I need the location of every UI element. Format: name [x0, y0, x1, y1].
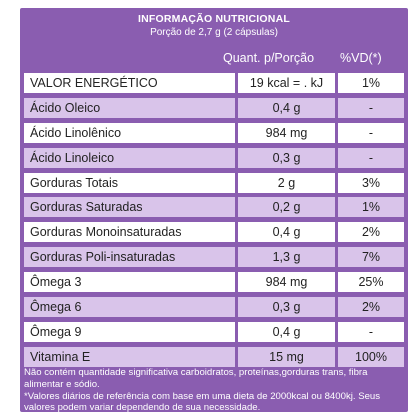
table-row: Ômega 9 0,4 g -	[24, 320, 404, 345]
nutrient-name: Ácido Oleico	[24, 97, 235, 118]
nutrient-daily-value: 3%	[338, 172, 404, 193]
table-title: INFORMAÇÃO NUTRICIONAL	[138, 13, 290, 25]
nutrient-daily-value: 2%	[338, 222, 404, 243]
nutrient-quantity: 2 g	[238, 172, 335, 193]
nutrient-name: Gorduras Totais	[24, 172, 235, 193]
nutrient-quantity: 15 mg	[238, 346, 335, 367]
nutrient-quantity: 0,4 g	[238, 321, 335, 342]
table-row: Gorduras Poli-insaturadas 1,3 g 7%	[24, 245, 404, 270]
nutrient-name: Ômega 3	[24, 272, 235, 293]
nutrient-daily-value: 1%	[338, 197, 404, 218]
table-row: Gorduras Saturadas 0,2 g 1%	[24, 195, 404, 220]
table-row: Gorduras Monoinsaturadas 0,4 g 2%	[24, 220, 404, 245]
nutrient-daily-value: -	[338, 321, 404, 342]
header-quantity: Quant. p/Porção	[223, 51, 315, 65]
nutrient-quantity: 0,4 g	[238, 222, 335, 243]
nutrient-name: VALOR ENERGÉTICO	[24, 73, 235, 93]
table-row: Vitamina E 15 mg 100%	[24, 345, 404, 370]
nutrient-name: Gorduras Monoinsaturadas	[24, 222, 235, 243]
table-row: VALOR ENERGÉTICO 19 kcal = . kJ 1%	[24, 71, 404, 96]
table-row: Ômega 3 984 mg 25%	[24, 270, 404, 295]
nutrient-quantity: 984 mg	[238, 272, 335, 293]
nutrient-daily-value: 100%	[338, 346, 404, 367]
nutrition-facts-panel: INFORMAÇÃO NUTRICIONAL Porção de 2,7 g (…	[20, 8, 408, 414]
nutrient-quantity: 0,2 g	[238, 197, 335, 218]
portion-size: Porção de 2,7 g (2 cápsulas)	[150, 27, 278, 38]
nutrient-quantity: 0,4 g	[238, 97, 335, 118]
nutrient-daily-value: 2%	[338, 297, 404, 318]
nutrient-quantity: 1,3 g	[238, 247, 335, 268]
nutrient-daily-value: -	[338, 147, 404, 168]
footnotes: Não contém quantidade significativa carb…	[24, 367, 408, 414]
nutrient-rows: VALOR ENERGÉTICO 19 kcal = . kJ 1% Ácido…	[24, 71, 404, 370]
table-row: Gorduras Totais 2 g 3%	[24, 171, 404, 196]
table-row: Ácido Linoleico 0,3 g -	[24, 146, 404, 171]
nutrient-quantity: 0,3 g	[238, 297, 335, 318]
nutrient-quantity: 984 mg	[238, 122, 335, 143]
nutrient-name: Ômega 9	[24, 321, 235, 342]
nutrient-quantity: 19 kcal = . kJ	[238, 73, 335, 93]
table-row: Ômega 6 0,3 g 2%	[24, 295, 404, 320]
nutrient-quantity: 0,3 g	[238, 147, 335, 168]
nutrient-name: Ácido Linolênico	[24, 122, 235, 143]
nutrient-name: Gorduras Poli-insaturadas	[24, 247, 235, 268]
nutrient-daily-value: 25%	[338, 272, 404, 293]
header-daily-value: %VD(*)	[340, 51, 382, 65]
nutrient-daily-value: -	[338, 122, 404, 143]
nutrient-daily-value: 1%	[338, 73, 404, 93]
nutrient-name: Ácido Linoleico	[24, 147, 235, 168]
footnote-not-significant: Não contém quantidade significativa carb…	[24, 367, 368, 390]
table-row: Ácido Linolênico 984 mg -	[24, 121, 404, 146]
nutrient-daily-value: -	[338, 97, 404, 118]
footnote-daily-values: *Valores diários de referência com base …	[24, 390, 381, 414]
nutrient-name: Ômega 6	[24, 297, 235, 318]
nutrient-daily-value: 7%	[338, 247, 404, 268]
nutrient-name: Gorduras Saturadas	[24, 197, 235, 218]
nutrient-name: Vitamina E	[24, 346, 235, 367]
table-row: Ácido Oleico 0,4 g -	[24, 96, 404, 121]
